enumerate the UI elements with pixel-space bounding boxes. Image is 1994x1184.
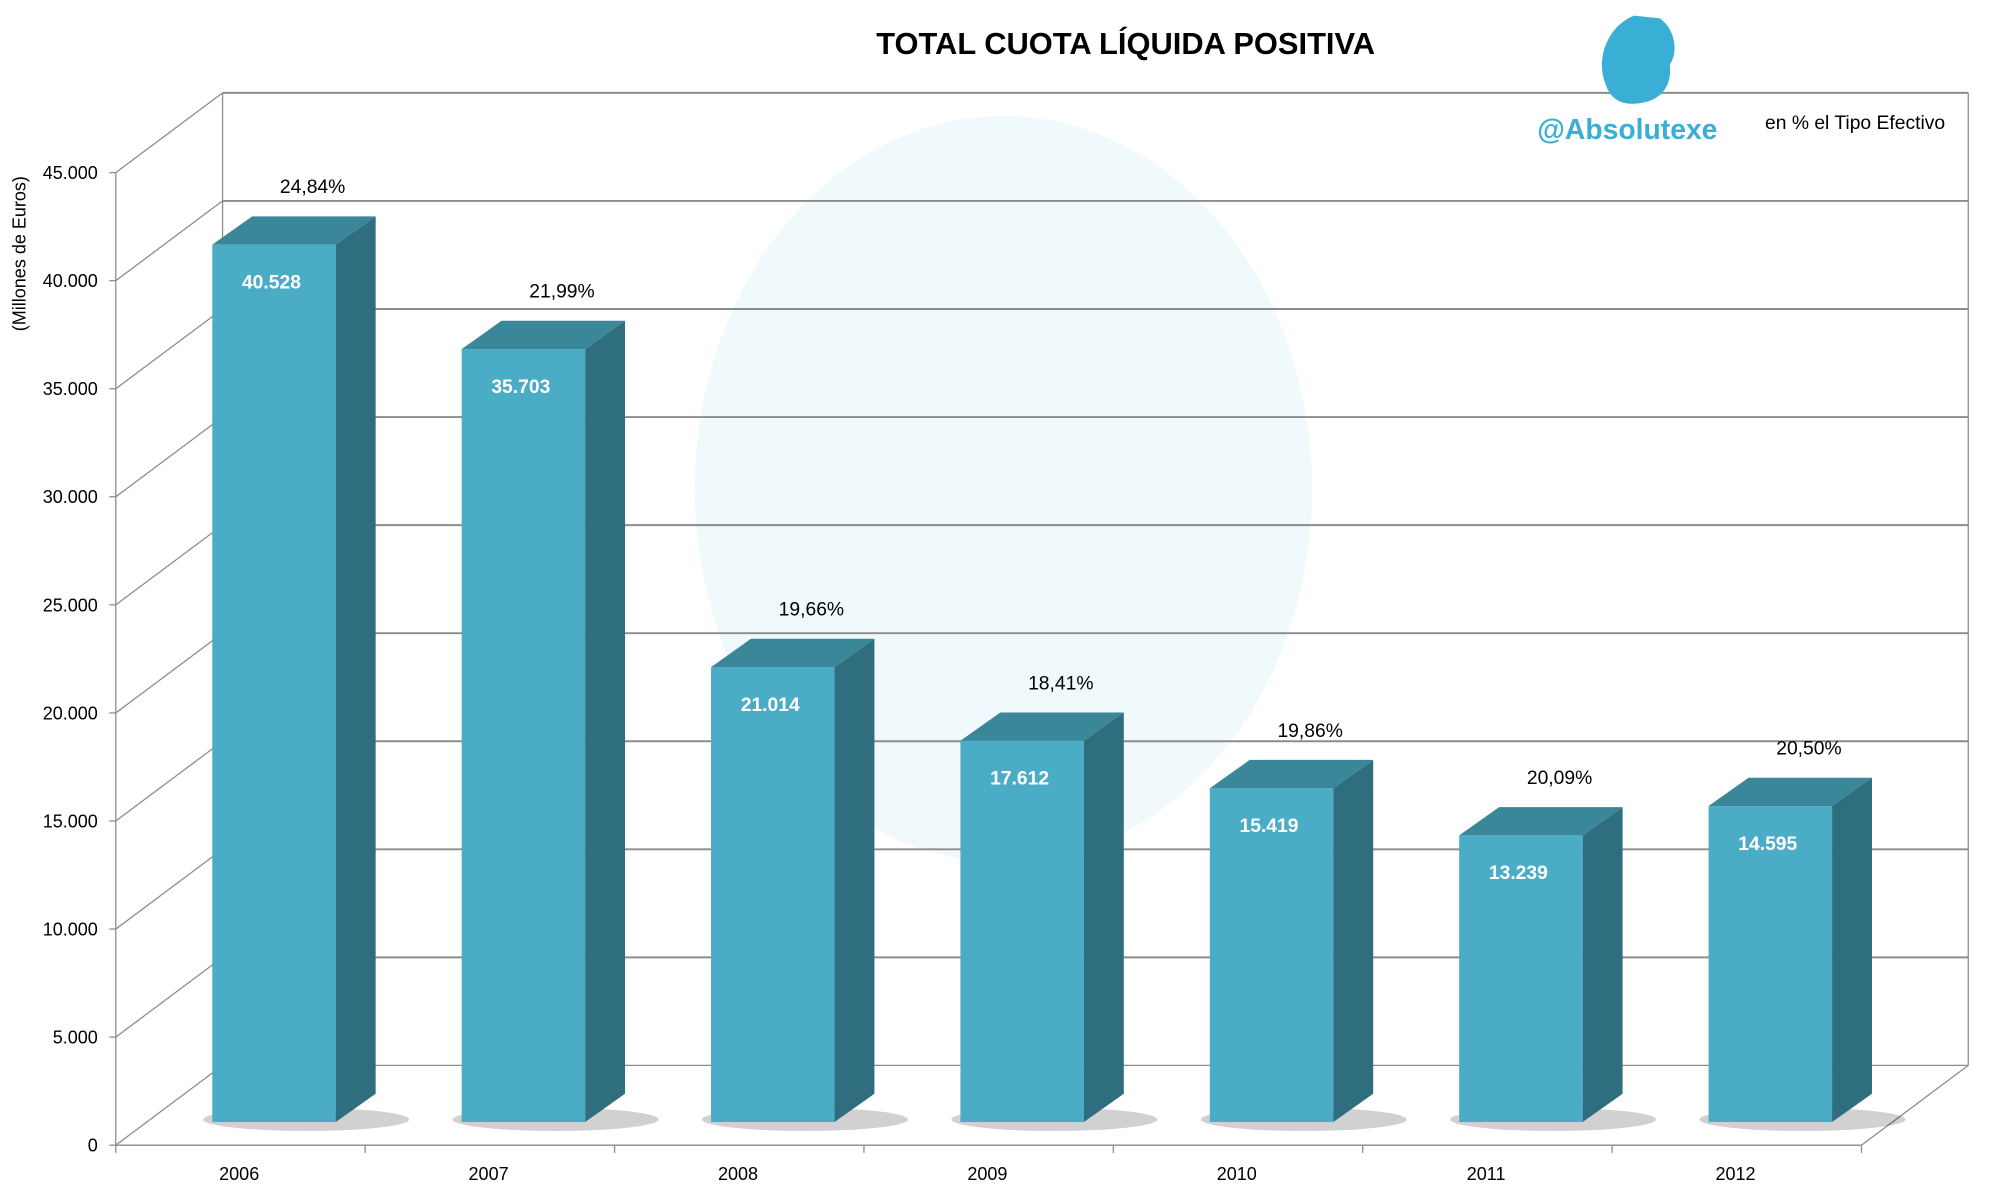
y-tick-label: 40.000	[43, 271, 98, 291]
side-gridline	[115, 632, 223, 714]
bar-front	[1209, 788, 1334, 1123]
x-tick-label: 2010	[1217, 1164, 1257, 1184]
x-tick-label: 2012	[1715, 1164, 1755, 1184]
bar-front	[711, 667, 835, 1123]
y-tick-label: 30.000	[43, 487, 98, 507]
bar-top	[1708, 777, 1872, 807]
y-tick-label: 15.000	[43, 811, 98, 831]
bar-front	[1459, 835, 1583, 1123]
bar-top	[1459, 807, 1623, 836]
side-gridline	[115, 524, 223, 606]
bar-percent-label: 21,99%	[529, 282, 594, 303]
side-gridline	[115, 1064, 223, 1146]
bar-2010: 15.419 19,86%	[1200, 721, 1407, 1132]
bar-front	[960, 740, 1084, 1123]
floor-right-edge	[1861, 1064, 1969, 1146]
x-tick-label: 2008	[718, 1164, 758, 1184]
x-tick-label: 2011	[1467, 1164, 1506, 1184]
bar-side	[834, 638, 875, 1123]
side-gridline	[115, 200, 223, 282]
annotation: en % el Tipo Efectivo	[1765, 113, 1945, 134]
x-tick-label: 2009	[967, 1164, 1007, 1184]
bar-front	[461, 349, 586, 1123]
y-tick-label: 25.000	[43, 595, 98, 615]
x-tick-label: 2007	[469, 1164, 509, 1184]
bar-value-label: 14.595	[1738, 834, 1797, 855]
bar-percent-label: 20,50%	[1776, 739, 1841, 760]
bar-2009: 17.612 18,41%	[951, 673, 1158, 1132]
bar-top	[960, 712, 1124, 741]
bar-2006: 40.528 24,84%	[203, 177, 410, 1132]
side-gridline	[115, 848, 223, 930]
bar-value-label: 35.703	[491, 377, 550, 398]
bar-top	[461, 320, 626, 350]
y-tick-label: 35.000	[43, 379, 98, 399]
bar-value-label: 17.612	[990, 768, 1049, 789]
bar-value-label: 40.528	[242, 272, 301, 293]
bar-value-label: 15.419	[1240, 816, 1299, 837]
bar-front	[212, 244, 336, 1123]
bar-2011: 13.239 20,09%	[1450, 768, 1657, 1132]
bar-top	[1209, 759, 1374, 789]
bar-side	[1083, 712, 1124, 1123]
bar-2012: 14.595 20,50%	[1699, 739, 1906, 1132]
watermark-handle: @Absolutexe	[1537, 113, 1717, 145]
bar-top	[212, 216, 376, 245]
x-tick-label: 2006	[219, 1164, 259, 1184]
bars: 40.528 24,84% 35.703 21,99% 21.014 19,66% 17.6…	[203, 177, 1906, 1132]
y-axis-label: (Millones de Euros)	[10, 176, 30, 331]
bar-percent-label: 18,41%	[1028, 673, 1093, 694]
axes: 0 5.000 10.000 15.000 20.000 25.000 30.000 35.0…	[43, 163, 1969, 1184]
bar-side	[1582, 807, 1623, 1123]
bar-side	[1333, 759, 1374, 1123]
side-gridline	[115, 956, 223, 1038]
side-gridline	[115, 416, 223, 498]
side-gridline	[115, 92, 223, 174]
bar-2007: 35.703 21,99%	[452, 282, 659, 1132]
y-tick-label: 0	[88, 1136, 98, 1156]
bar-value-label: 13.239	[1489, 863, 1548, 884]
bar-percent-label: 19,66%	[779, 600, 844, 621]
y-tick-label: 10.000	[43, 919, 98, 939]
bar-percent-label: 24,84%	[280, 177, 345, 198]
bar-side	[585, 320, 626, 1123]
bar-side	[335, 216, 376, 1123]
y-tick-label: 5.000	[53, 1028, 98, 1048]
y-tick-label: 45.000	[43, 163, 98, 183]
chart-title: TOTAL CUOTA LÍQUIDA POSITIVA	[876, 26, 1375, 61]
bar-2008: 21.014 19,66%	[702, 600, 908, 1132]
bar-percent-label: 20,09%	[1527, 768, 1592, 789]
y-tick-label: 20.000	[43, 703, 98, 723]
griffin-logo-icon	[1601, 15, 1675, 104]
bar-value-label: 21.014	[741, 695, 800, 716]
bar-percent-label: 19,86%	[1277, 721, 1342, 742]
bar-front	[1708, 806, 1833, 1123]
side-gridline	[115, 740, 223, 822]
bar-top	[711, 638, 875, 668]
bar-side	[1832, 777, 1872, 1123]
side-gridline	[115, 308, 223, 390]
